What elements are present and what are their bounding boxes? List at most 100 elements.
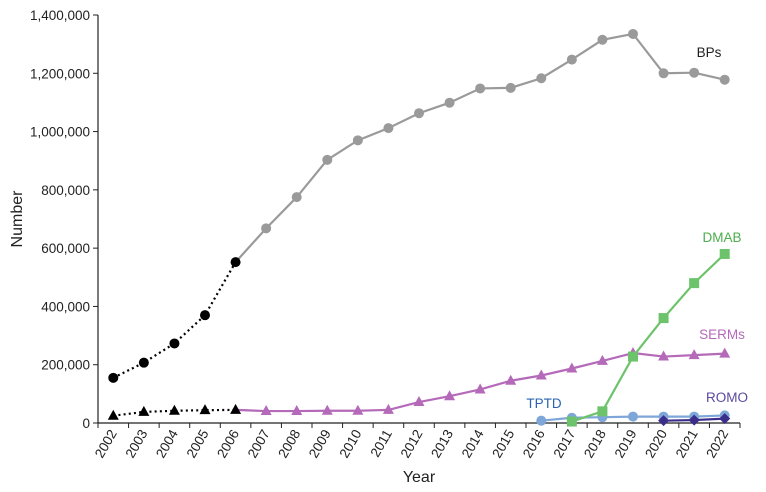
series-bps-point [230, 257, 241, 268]
x-tick-label: 2014 [459, 427, 487, 461]
series-bps-point [383, 123, 394, 134]
x-tick-label: 2010 [336, 427, 364, 461]
series-serms-point [566, 362, 578, 373]
series-label-tptd: TPTD [526, 396, 561, 411]
x-tick-label: 2006 [214, 427, 242, 461]
series-bps-point [291, 192, 302, 203]
series-serms-point [107, 409, 119, 420]
series-bps-point [444, 97, 455, 108]
series-bps-point [200, 310, 210, 321]
series-dmab-point [628, 351, 638, 362]
series-bps-point [322, 154, 333, 165]
x-ticks: 2002 2003 2004 2005 2006 2007 2008 2009 2010 2011… [92, 423, 741, 461]
x-tick-label: 2012 [398, 427, 426, 461]
series-dmab-point [658, 313, 669, 324]
x-tick-label: 2018 [581, 427, 609, 461]
series-bps-point [138, 357, 149, 368]
series-bps-point [658, 68, 669, 79]
series-bps [108, 28, 730, 383]
x-axis: 2002 2003 2004 2005 2006 2007 2008 2009 2010 2011… [92, 422, 741, 461]
series-serms-point [413, 396, 425, 407]
series-dmab-point [689, 278, 700, 289]
series-serms-point [260, 405, 272, 416]
y-tick-label: 1,000,000 [30, 125, 90, 140]
series-labels: BPs SERMs DMAB TPTD ROMO [526, 45, 748, 411]
series-serms-point [535, 369, 547, 380]
y-tick-label: 0 [82, 416, 90, 431]
series-serms-point [199, 404, 211, 415]
y-tick-label: 1,200,000 [30, 66, 90, 81]
series-bps-point [566, 54, 577, 65]
series-bps-point [505, 82, 516, 93]
series-bps-point [689, 67, 700, 78]
series-serms-point [719, 347, 731, 358]
x-tick-label: 2009 [306, 427, 334, 461]
series-serms-point [688, 349, 700, 360]
series-dmab-point [719, 248, 730, 259]
y-tick-label: 200,000 [41, 358, 90, 373]
series-bps-point [719, 74, 730, 85]
series-dmab-line [571, 253, 726, 423]
y-ticks: 0 200,000 400,000 600,000 800,000 1,000,000 1,… [30, 8, 98, 431]
x-tick-label: 2013 [428, 427, 456, 461]
series-serms-point [321, 404, 333, 415]
series-bps-point [352, 135, 363, 146]
x-tick-label: 2007 [245, 427, 273, 461]
series-label-dmab: DMAB [702, 230, 741, 245]
series-bps-point [414, 108, 424, 119]
series-serms-point [596, 354, 608, 365]
y-tick-label: 1,400,000 [30, 8, 90, 23]
series-bps-point [108, 372, 119, 383]
x-tick-label: 2021 [673, 427, 701, 461]
x-tick-label: 2002 [92, 427, 120, 461]
series-serms-line [235, 351, 725, 413]
y-tick-label: 600,000 [41, 241, 90, 256]
series-bps-point [261, 223, 272, 234]
series-layer [107, 28, 731, 427]
x-tick-label: 2022 [703, 427, 731, 461]
series-serms-point [291, 405, 303, 416]
series-label-bps: BPs [697, 45, 722, 60]
series-tptd-point [536, 415, 547, 426]
series-bps-point [597, 34, 608, 45]
series-bps-early-line [112, 261, 237, 379]
series-label-serms: SERMs [699, 327, 745, 342]
series-serms-point [352, 404, 364, 415]
y-axis: 0 200,000 400,000 600,000 800,000 1,000,000 1,… [30, 8, 99, 431]
series-serms-point [474, 383, 486, 394]
series-bps-line [234, 32, 725, 263]
series-bps-point [475, 83, 486, 94]
x-tick-label: 2003 [122, 427, 150, 461]
x-tick-label: 2011 [368, 427, 396, 460]
series-serms-point [444, 390, 456, 401]
x-tick-label: 2005 [184, 427, 212, 461]
series-serms-point [382, 403, 394, 414]
series-serms-point [138, 405, 150, 416]
series-romo-point [688, 414, 700, 426]
y-tick-label: 800,000 [41, 183, 90, 198]
series-serms-point [658, 350, 670, 361]
series-bps-point [169, 338, 180, 349]
y-axis-title: Number [9, 190, 26, 248]
x-tick-label: 2004 [153, 427, 181, 461]
x-tick-label: 2017 [550, 427, 578, 461]
series-dmab-point [566, 416, 577, 427]
series-romo [658, 413, 731, 427]
series-serms-point [168, 404, 180, 415]
x-tick-label: 2016 [520, 427, 548, 461]
x-tick-label: 2015 [489, 427, 517, 461]
x-tick-label: 2019 [612, 427, 640, 461]
x-tick-label: 2020 [642, 427, 670, 461]
x-tick-label: 2008 [275, 427, 303, 461]
series-serms-point [505, 374, 517, 385]
series-romo-point [658, 415, 670, 427]
series-romo-point [719, 413, 731, 425]
y-tick-label: 400,000 [41, 299, 90, 314]
series-bps-point [628, 28, 638, 39]
series-bps-point [536, 73, 547, 84]
series-dmab-point [597, 406, 608, 417]
x-axis-title: Year [403, 469, 436, 486]
series-dmab [566, 248, 730, 427]
series-serms-point [230, 403, 242, 414]
